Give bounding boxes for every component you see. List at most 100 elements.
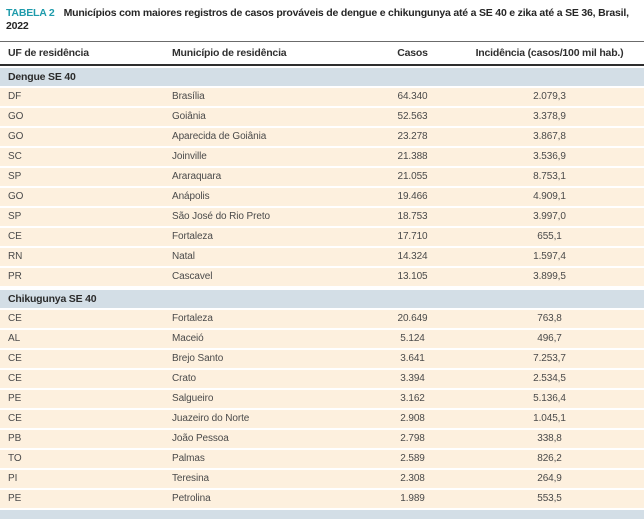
uf-cell: PE: [0, 490, 172, 510]
municipio-cell: Palmas: [172, 450, 370, 470]
col-header-casos: Casos: [370, 41, 455, 66]
uf-cell: PR: [0, 268, 172, 288]
table-row: CE Juazeiro do Norte 2.908 1.045,1: [0, 410, 644, 430]
table-row: DF Brasília 64.340 2.079,3: [0, 88, 644, 108]
incidencia-cell: 655,1: [455, 228, 644, 248]
section-header-row: Chikugunya SE 40: [0, 288, 644, 310]
incidencia-cell: 5.136,4: [455, 390, 644, 410]
uf-cell: CE: [0, 350, 172, 370]
col-header-incidencia: Incidência (casos/100 mil hab.): [455, 41, 644, 66]
table-body: Dengue SE 40 DF Brasília 64.340 2.079,3 GO Goi…: [0, 66, 644, 510]
incidencia-cell: 8.753,1: [455, 168, 644, 188]
incidencia-cell: 4.909,1: [455, 188, 644, 208]
municipio-cell: Teresina: [172, 470, 370, 490]
municipio-cell: Petrolina: [172, 490, 370, 510]
section-header-label: Chikugunya SE 40: [0, 288, 644, 310]
municipio-cell: João Pessoa: [172, 430, 370, 450]
municipio-cell: Goiânia: [172, 108, 370, 128]
uf-cell: CE: [0, 410, 172, 430]
col-header-uf: UF de residência: [0, 41, 172, 66]
incidencia-cell: 264,9: [455, 470, 644, 490]
table-row: AL Maceió 5.124 496,7: [0, 330, 644, 350]
table-number-label: TABELA 2: [6, 7, 55, 19]
casos-cell: 21.055: [370, 168, 455, 188]
casos-cell: 3.641: [370, 350, 455, 370]
casos-cell: 18.753: [370, 208, 455, 228]
municipio-cell: São José do Rio Preto: [172, 208, 370, 228]
uf-cell: TO: [0, 450, 172, 470]
incidencia-cell: 338,8: [455, 430, 644, 450]
municipio-cell: Salgueiro: [172, 390, 370, 410]
incidencia-cell: 496,7: [455, 330, 644, 350]
table-row: SC Joinville 21.388 3.536,9: [0, 148, 644, 168]
municipio-cell: Aparecida de Goiânia: [172, 128, 370, 148]
incidencia-cell: 3.899,5: [455, 268, 644, 288]
casos-cell: 1.989: [370, 490, 455, 510]
casos-cell: 17.710: [370, 228, 455, 248]
casos-cell: 2.308: [370, 470, 455, 490]
uf-cell: GO: [0, 128, 172, 148]
col-header-municipio: Município de residência: [172, 41, 370, 66]
incidencia-cell: 2.534,5: [455, 370, 644, 390]
municipio-cell: Brejo Santo: [172, 350, 370, 370]
table-row: GO Goiânia 52.563 3.378,9: [0, 108, 644, 128]
casos-cell: 2.589: [370, 450, 455, 470]
incidencia-cell: 7.253,7: [455, 350, 644, 370]
incidencia-cell: 3.997,0: [455, 208, 644, 228]
casos-cell: 21.388: [370, 148, 455, 168]
table-row: GO Anápolis 19.466 4.909,1: [0, 188, 644, 208]
incidencia-cell: 2.079,3: [455, 88, 644, 108]
incidencia-cell: 1.597,4: [455, 248, 644, 268]
municipio-cell: Cascavel: [172, 268, 370, 288]
table-row: PB João Pessoa 2.798 338,8: [0, 430, 644, 450]
uf-cell: RN: [0, 248, 172, 268]
table-row: PI Teresina 2.308 264,9: [0, 470, 644, 490]
table-row: CE Fortaleza 17.710 655,1: [0, 228, 644, 248]
table-row: CE Crato 3.394 2.534,5: [0, 370, 644, 390]
table-title: Municípios com maiores registros de caso…: [6, 7, 629, 32]
section-header-row: Dengue SE 40: [0, 66, 644, 88]
municipio-cell: Crato: [172, 370, 370, 390]
casos-cell: 20.649: [370, 310, 455, 330]
uf-cell: PB: [0, 430, 172, 450]
uf-cell: GO: [0, 108, 172, 128]
incidencia-cell: 553,5: [455, 490, 644, 510]
uf-cell: AL: [0, 330, 172, 350]
table-row: RN Natal 14.324 1.597,4: [0, 248, 644, 268]
uf-cell: PI: [0, 470, 172, 490]
incidencia-cell: 3.536,9: [455, 148, 644, 168]
table-row: GO Aparecida de Goiânia 23.278 3.867,8: [0, 128, 644, 148]
municipios-table: UF de residência Município de residência…: [0, 41, 644, 510]
casos-cell: 5.124: [370, 330, 455, 350]
casos-cell: 14.324: [370, 248, 455, 268]
table-row: CE Fortaleza 20.649 763,8: [0, 310, 644, 330]
incidencia-cell: 1.045,1: [455, 410, 644, 430]
incidencia-cell: 826,2: [455, 450, 644, 470]
municipio-cell: Brasília: [172, 88, 370, 108]
casos-cell: 23.278: [370, 128, 455, 148]
uf-cell: SP: [0, 208, 172, 228]
table-row: PE Salgueiro 3.162 5.136,4: [0, 390, 644, 410]
casos-cell: 2.798: [370, 430, 455, 450]
casos-cell: 2.908: [370, 410, 455, 430]
municipio-cell: Anápolis: [172, 188, 370, 208]
municipio-cell: Fortaleza: [172, 310, 370, 330]
municipio-cell: Joinville: [172, 148, 370, 168]
uf-cell: SP: [0, 168, 172, 188]
incidencia-cell: 763,8: [455, 310, 644, 330]
uf-cell: CE: [0, 228, 172, 248]
casos-cell: 64.340: [370, 88, 455, 108]
table-row: PR Cascavel 13.105 3.899,5: [0, 268, 644, 288]
casos-cell: 3.394: [370, 370, 455, 390]
uf-cell: GO: [0, 188, 172, 208]
incidencia-cell: 3.378,9: [455, 108, 644, 128]
municipio-cell: Natal: [172, 248, 370, 268]
casos-cell: 52.563: [370, 108, 455, 128]
table-row: TO Palmas 2.589 826,2: [0, 450, 644, 470]
table-row: PE Petrolina 1.989 553,5: [0, 490, 644, 510]
header-row: UF de residência Município de residência…: [0, 41, 644, 66]
municipio-cell: Fortaleza: [172, 228, 370, 248]
casos-cell: 3.162: [370, 390, 455, 410]
uf-cell: PE: [0, 390, 172, 410]
